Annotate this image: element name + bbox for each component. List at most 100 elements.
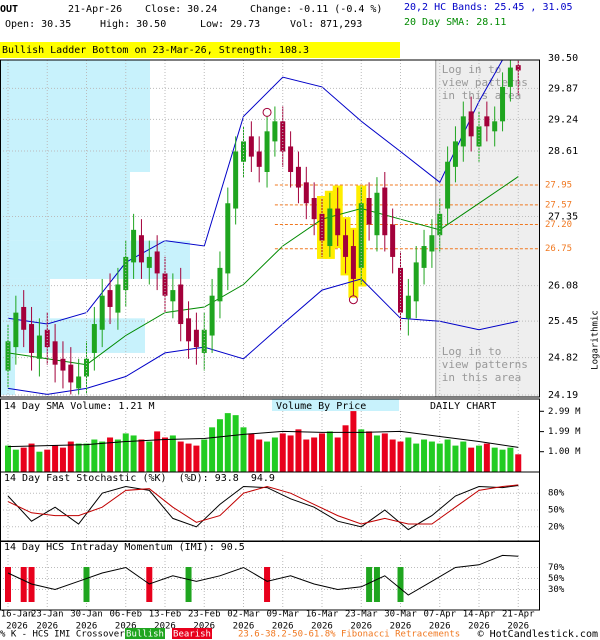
x-tick-year: 2026 [193, 622, 215, 632]
y-tick-label: 30.50 [548, 53, 578, 64]
y-tick-label: 2.99 M [548, 407, 581, 417]
daily-chart: DAILY CHART [430, 401, 496, 412]
candle-body [256, 151, 262, 167]
candle-body [460, 116, 466, 147]
volume-bar [295, 429, 302, 472]
volume-bar [342, 425, 349, 472]
candle-body [390, 224, 396, 257]
panel-title: 14 Day Fast Stochastic (%K) (%D): 93.8 9… [4, 473, 275, 484]
close: Close: 30.24 [145, 4, 217, 15]
candle-body [421, 246, 427, 268]
candle-body [68, 364, 74, 383]
oscillator-line [7, 485, 519, 531]
panel-title: 14 Day HCS Intraday Momentum (IMI): 90.5 [4, 542, 245, 553]
change: Change: -0.11 (-0.4 %) [250, 4, 382, 15]
fib-label: 27.57 [545, 200, 572, 210]
volume-bar [460, 441, 467, 472]
locked-region [435, 60, 540, 397]
crossover-marker [264, 567, 271, 602]
x-tick-label: 23-Feb [188, 610, 221, 620]
volume-bar [162, 437, 168, 472]
candle-body [131, 229, 137, 263]
candle-body [452, 141, 458, 167]
date: 21-Apr-26 [68, 4, 122, 15]
x-tick-year: 2026 [154, 622, 176, 632]
x-tick-label: 09-Mar [266, 610, 299, 620]
y-tick-label: 50% [548, 506, 565, 516]
candle-body [429, 235, 435, 252]
volume-bar [232, 415, 239, 472]
x-tick-year: 2026 [233, 622, 255, 632]
candle-body [272, 121, 278, 142]
candle-body [264, 131, 270, 172]
main-frame [0, 59, 540, 398]
y-tick-label: 20% [548, 522, 565, 532]
volume-title: 14 Day SMA Volume: 1.21 M [4, 401, 155, 412]
volume-bar [311, 437, 318, 472]
volume-bar [36, 451, 43, 472]
volume-bar [5, 445, 11, 472]
candle-body [170, 290, 176, 302]
sma-line [7, 176, 519, 366]
volume-bar [381, 433, 388, 472]
crossover-marker [83, 567, 90, 602]
lower-band [7, 278, 519, 395]
candle-body [484, 116, 490, 127]
volume-bar [373, 435, 380, 472]
volume-bar [209, 427, 216, 472]
volume-bar [436, 443, 443, 472]
candle-body [186, 318, 192, 342]
volume-bar [12, 449, 19, 472]
crossover-marker [5, 567, 11, 602]
candle-body [311, 198, 317, 220]
volume-bar [334, 437, 341, 472]
volume-bar [421, 439, 428, 472]
volume-bar [264, 441, 271, 472]
oscillator-line [7, 554, 519, 596]
locked-text: view patterns [442, 76, 528, 89]
candle-body [374, 192, 380, 236]
low: Low: 29.73 [200, 19, 260, 30]
candle-body [29, 324, 35, 353]
x-tick-year: 2026 [390, 622, 412, 632]
crossover-marker [397, 567, 404, 602]
candle-body [445, 161, 451, 209]
volume-by-price-bar [0, 240, 190, 279]
candle-body [327, 208, 333, 247]
candle-body [13, 312, 19, 348]
volume-bar [75, 443, 82, 472]
candle-body [335, 208, 341, 236]
candle-body [209, 295, 215, 336]
x-tick-year: 2026 [272, 622, 294, 632]
oscillator-line [7, 484, 519, 525]
volume-bar [397, 441, 404, 472]
volume-bar [99, 441, 106, 472]
volume-bar [319, 433, 325, 472]
volume-bar [28, 443, 35, 472]
volume-bar [59, 447, 66, 472]
x-tick-label: 13-Feb [149, 610, 182, 620]
vbp-title: Volume By Price [276, 401, 366, 412]
volume-bar [271, 437, 278, 472]
crossover-marker [20, 567, 27, 602]
fib-label: 26.75 [545, 244, 572, 254]
candle-body [437, 213, 443, 236]
y-tick-label: 29.87 [548, 83, 578, 94]
candle-body [44, 329, 50, 348]
crossover-marker [185, 567, 192, 602]
candle-body [366, 198, 372, 225]
high: High: 30.50 [100, 19, 166, 30]
volume-bar [138, 439, 145, 472]
volume-bar [428, 441, 435, 472]
x-tick-year: 2026 [36, 622, 58, 632]
volume-bar [185, 443, 192, 472]
y-axis-label: Logarithmic [591, 310, 600, 370]
x-tick-label: 23-Jan [31, 610, 64, 620]
locked-text: Log in to [442, 345, 502, 358]
candle-body [5, 341, 11, 371]
volume-bar [350, 411, 357, 472]
x-tick-year: 2026 [6, 622, 28, 632]
x-tick-year: 2026 [311, 622, 333, 632]
volume-bar [224, 413, 231, 472]
